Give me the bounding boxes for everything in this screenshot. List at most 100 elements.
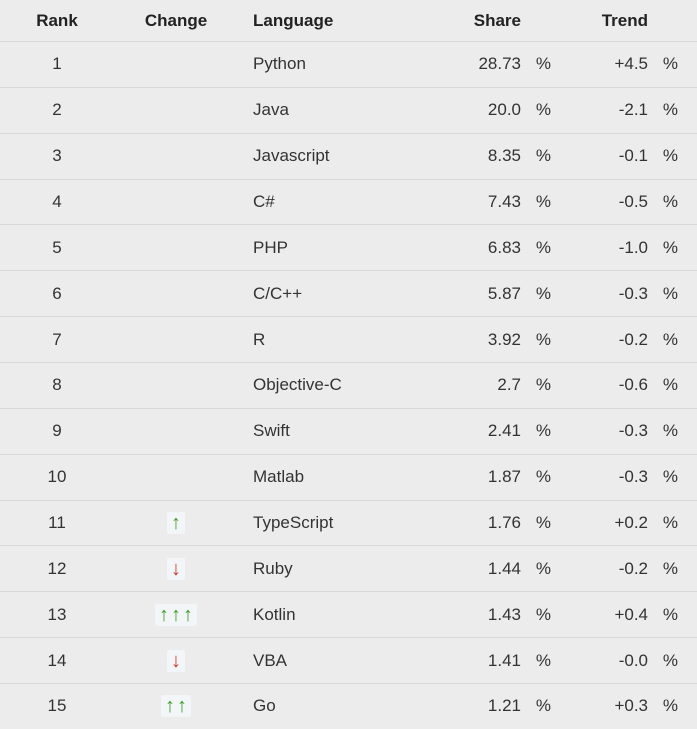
trend-value: -0.5 [618,192,648,211]
percent-sign: % [662,329,678,349]
percent-sign: % [662,604,678,624]
table-header-row: Rank Change Language Share Trend [0,0,697,41]
table-row: 15 ↑ ↑ Go 1.21% +0.3% [0,683,697,729]
percent-sign: % [662,375,678,395]
trend-value: -0.0 [618,650,648,670]
change-badge: ↑ [167,512,185,535]
table-row: 3 Javascript 8.35% -0.1% [0,132,697,179]
language-cell: Java [253,100,289,120]
rank-cell: 4 [52,192,62,211]
language-cell: Go [253,696,276,716]
percent-sign: % [662,146,678,166]
rank-cell: 10 [47,467,67,487]
change-cell: ↑ ↑ ↑ [114,603,238,626]
percent-sign: % [535,604,551,624]
language-cell: Kotlin [253,604,296,624]
percent-sign: % [535,329,551,349]
share-value: 7.43 [487,192,521,211]
percent-sign: % [662,696,678,716]
trend-value: +4.5 [614,54,648,74]
table-row: 8 Objective-C 2.7% -0.6% [0,362,697,408]
rank-cell: 15 [47,696,67,716]
change-cell: ↓ [114,649,238,672]
language-cell: Ruby [253,558,293,578]
up-arrow-icon: ↑ [183,603,193,626]
change-cell: ↑ [114,512,238,535]
trend-cell: -0.6% [551,375,678,395]
share-cell: 1.43% [391,605,551,625]
share-value: 8.35 [487,146,521,166]
language-cell: TypeScript [253,513,334,533]
rank-cell: 14 [47,650,67,670]
language-cell: C/C++ [253,283,303,303]
share-value: 1.41 [487,650,521,670]
percent-sign: % [535,375,551,395]
trend-cell: -0.3% [551,284,678,304]
share-cell: 3.92% [391,330,551,350]
share-cell: 20.0% [391,100,551,120]
share-value: 20.0 [487,100,521,120]
share-cell: 2.7% [391,375,551,395]
rank-cell: 2 [52,100,62,120]
trend-cell: +0.3% [551,696,678,716]
percent-sign: % [535,513,551,533]
column-header-rank: Rank [36,10,78,30]
language-cell: PHP [253,237,288,257]
trend-cell: -0.1% [551,146,678,166]
percent-sign: % [662,467,678,487]
trend-cell: -0.5% [551,192,678,212]
share-cell: 1.76% [391,513,551,533]
percent-sign: % [535,283,551,303]
rank-cell: 12 [47,558,67,578]
percent-sign: % [535,54,551,74]
language-cell: R [253,329,266,349]
up-arrow-icon: ↑ [171,603,181,626]
percent-sign: % [662,421,678,441]
table-row: 1 Python 28.73% +4.5% [0,41,697,87]
trend-value: -0.3 [618,467,648,487]
table-row: 2 Java 20.0% -2.1% [0,86,697,133]
table-row: 7 R 3.92% -0.2% [0,316,697,362]
percent-sign: % [662,54,678,74]
change-cell: ↑ ↑ [114,695,238,718]
up-arrow-icon: ↑ [159,603,169,626]
change-badge: ↑ ↑ [161,695,191,718]
percent-sign: % [662,650,678,670]
rank-cell: 11 [48,513,66,533]
change-badge: ↓ [167,649,185,672]
language-cell: Python [253,54,306,74]
percent-sign: % [535,650,551,670]
rank-cell: 3 [52,146,62,166]
up-arrow-icon: ↑ [165,695,175,718]
share-value: 2.41 [487,421,521,441]
share-value: 1.76 [487,513,521,533]
percent-sign: % [535,146,551,166]
share-value: 1.21 [487,696,521,716]
table-row: 9 Swift 2.41% -0.3% [0,407,697,454]
table-row: 12 ↓ Ruby 1.44% -0.2% [0,545,697,591]
share-value: 1.44 [487,558,521,578]
column-header-language: Language [253,10,334,30]
language-cell: C# [253,192,275,211]
trend-cell: -0.0% [551,651,678,671]
trend-value: -0.1 [618,146,648,166]
table-body: 1 Python 28.73% +4.5% 2 Java 20.0% -2.1% 3 Javasc… [0,41,697,729]
language-cell: Swift [253,421,290,441]
trend-cell: -2.1% [551,100,678,120]
share-cell: 2.41% [391,421,551,441]
table-row: 4 C# 7.43% -0.5% [0,178,697,225]
column-header-share: Share [473,10,521,30]
down-arrow-icon: ↓ [171,649,181,672]
trend-cell: -0.2% [551,330,678,350]
rank-cell: 5 [52,237,62,257]
share-value: 2.7 [497,375,521,395]
share-cell: 1.41% [391,651,551,671]
trend-value: -1.0 [618,237,648,257]
table-row: 14 ↓ VBA 1.41% -0.0% [0,637,697,683]
table-row: 13 ↑ ↑ ↑ Kotlin 1.43% +0.4% [0,591,697,637]
change-badge: ↓ [167,557,185,580]
percent-sign: % [662,237,678,257]
table-row: 11 ↑ TypeScript 1.76% +0.2% [0,499,697,546]
trend-cell: -0.2% [551,559,678,579]
